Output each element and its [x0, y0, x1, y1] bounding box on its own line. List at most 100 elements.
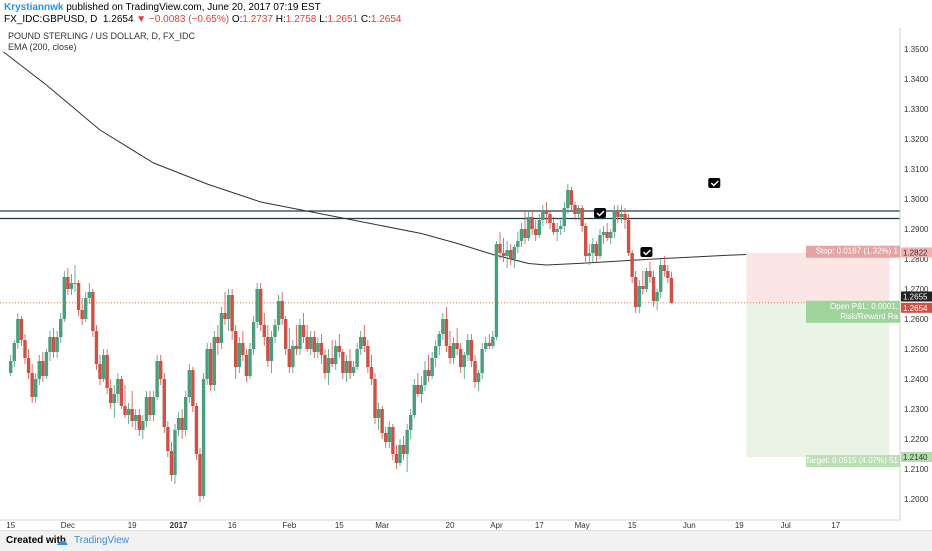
entry-price-tag-bg — [901, 302, 932, 313]
candle-body — [426, 370, 431, 376]
time-tick-label: 19 — [128, 521, 137, 530]
candle-body — [187, 370, 191, 397]
price-change: −0.0083 (−0.65%) — [148, 14, 230, 25]
candle-body — [451, 343, 456, 358]
candle-body — [344, 361, 349, 373]
candle-body — [512, 247, 516, 259]
ema-line-group — [3, 51, 747, 266]
candle-body — [355, 349, 359, 367]
candle-body — [291, 346, 295, 367]
price-chart[interactable]: 1.3500 1.3400 1.3300 1.3200 1.3100 1.3000 1.29… — [0, 0, 932, 530]
pnl-label-bg — [806, 300, 900, 323]
candle-body — [94, 331, 99, 364]
time-tick-label: Dec — [61, 521, 75, 530]
price-axis-labels: 1.3500 1.3400 1.3300 1.3200 1.3100 1.3000 1.29… — [904, 45, 929, 504]
time-tick-label: 19 — [735, 521, 744, 530]
candle-body — [141, 421, 145, 430]
candle-body — [84, 298, 88, 319]
low-label: L: — [319, 14, 328, 25]
publisher-name[interactable]: Krystiannwk — [4, 2, 64, 13]
candle-body — [76, 283, 81, 310]
candle-body — [144, 397, 149, 421]
checkmark-glyph — [642, 249, 651, 256]
candle-body — [169, 451, 174, 475]
candle-body — [12, 343, 16, 361]
candle-body — [669, 277, 674, 303]
candle-body — [126, 409, 131, 415]
candle-body — [219, 313, 224, 343]
candle-body — [91, 292, 95, 331]
candle-body — [184, 397, 188, 430]
ohlc-bar: FX_IDC:GBPUSD, D 1.2654 ▼ −0.0083 (−0.65… — [4, 14, 401, 25]
legend-indicator: EMA (200, close) — [8, 42, 77, 52]
candle-body — [69, 283, 74, 289]
candle-body — [216, 337, 220, 343]
candle-body — [312, 337, 316, 352]
candle-body — [641, 286, 645, 289]
stop-label-bg — [806, 245, 900, 258]
resistance-lines — [0, 210, 900, 220]
time-tick-label: 17 — [831, 521, 840, 530]
stop-label-text: Stop: 0.0167 (1.32%) 1 — [816, 247, 899, 256]
candle-body — [584, 226, 588, 256]
target-price-tag-bg — [901, 452, 932, 462]
candle-body — [487, 343, 491, 346]
candle-body — [334, 346, 338, 364]
tradingview-logo-icon[interactable]: ☁ — [56, 534, 68, 548]
time-tick-label: 2017 — [170, 521, 188, 530]
candle-body — [534, 229, 538, 235]
candle-body — [416, 385, 420, 394]
candle-body — [630, 253, 634, 277]
time-axis-bg[interactable] — [0, 520, 932, 530]
candle-body — [323, 355, 327, 373]
candle-body — [194, 406, 199, 454]
candle-body — [159, 361, 163, 379]
candle-body — [209, 349, 213, 385]
candle-body — [198, 454, 202, 496]
candle-body — [19, 319, 24, 340]
candle-body — [255, 289, 259, 322]
position-zones — [746, 252, 890, 457]
candle-body — [351, 367, 356, 373]
candle-body — [634, 277, 638, 307]
price-axis-bg[interactable] — [900, 28, 932, 520]
candle-body — [598, 235, 602, 256]
candle-body — [212, 337, 216, 385]
candle-body — [105, 355, 109, 388]
candle-body — [398, 445, 402, 463]
time-tick-label: Apr — [490, 521, 503, 530]
candle-body — [316, 343, 320, 352]
candle-body — [55, 337, 59, 352]
candle-body — [484, 343, 488, 349]
tradingview-brand-link[interactable]: TradingView — [74, 535, 130, 546]
time-tick-label: Mar — [375, 521, 389, 530]
position-labels: Stop: 0.0167 (1.32%) 1 Open P&L: 0.0001,R… — [805, 245, 900, 467]
price-tick-label: 1.2900 — [904, 225, 929, 234]
candle-body — [480, 349, 484, 373]
candle-body — [387, 427, 391, 442]
candle-body — [162, 379, 166, 427]
candle-body — [180, 418, 184, 430]
candle-body — [41, 361, 45, 376]
price-tick-label: 1.3000 — [904, 195, 929, 204]
candle-body — [37, 361, 41, 379]
price-tick-label: 1.2300 — [904, 405, 929, 414]
stop-zone — [746, 252, 890, 303]
publish-info: Krystiannwk published on TradingView.com… — [4, 2, 321, 13]
candle-body — [348, 361, 352, 373]
candle-body — [101, 355, 106, 379]
candle-body — [551, 223, 556, 232]
candle-body — [441, 319, 445, 334]
candle-body — [405, 430, 409, 454]
candle-body — [605, 232, 609, 238]
candle-body — [337, 346, 341, 352]
candle-body — [505, 250, 509, 256]
candle-body — [637, 286, 641, 307]
candle-body — [437, 334, 441, 346]
candle-body — [191, 370, 195, 406]
candle-body — [601, 232, 606, 235]
candle-body — [176, 418, 181, 430]
candle-body — [80, 310, 84, 319]
candle-body — [298, 325, 302, 349]
candle-body — [59, 319, 63, 337]
